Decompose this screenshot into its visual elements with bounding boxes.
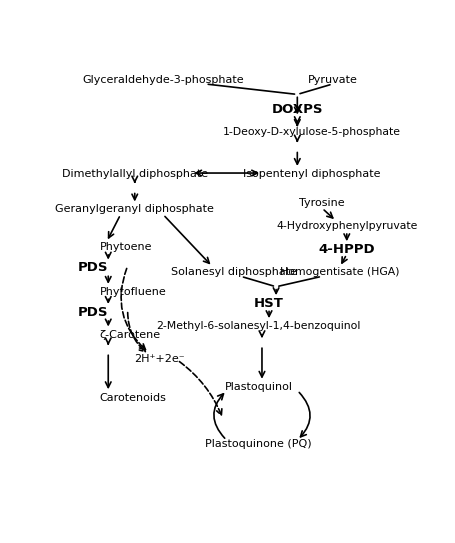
Text: Isopentenyl diphosphate: Isopentenyl diphosphate — [242, 169, 379, 179]
Text: 4-Hydroxyphenylpyruvate: 4-Hydroxyphenylpyruvate — [275, 221, 417, 231]
Text: Dimethylallyl diphosphate: Dimethylallyl diphosphate — [61, 169, 207, 179]
Text: Carotenoids: Carotenoids — [99, 393, 166, 402]
Text: Plastoquinol: Plastoquinol — [224, 382, 292, 392]
Text: Solanesyl diphosphate: Solanesyl diphosphate — [170, 267, 296, 277]
Text: Phytofluene: Phytofluene — [99, 287, 166, 297]
Text: Glyceraldehyde-3-phosphate: Glyceraldehyde-3-phosphate — [82, 75, 243, 85]
Text: Tyrosine: Tyrosine — [298, 198, 344, 208]
Text: HST: HST — [253, 297, 283, 310]
Text: 2H⁺+2e⁻: 2H⁺+2e⁻ — [134, 353, 184, 364]
Text: 4-HPPD: 4-HPPD — [318, 243, 374, 256]
Text: Homogentisate (HGA): Homogentisate (HGA) — [279, 267, 399, 277]
Text: Geranylgeranyl diphosphate: Geranylgeranyl diphosphate — [55, 204, 214, 214]
Text: PDS: PDS — [78, 306, 108, 319]
Text: 1-Deoxy-D-xylulose-5-phosphate: 1-Deoxy-D-xylulose-5-phosphate — [222, 127, 399, 137]
Text: 2-Methyl-6-solanesyl-1,4-benzoquinol: 2-Methyl-6-solanesyl-1,4-benzoquinol — [156, 321, 360, 331]
Text: PDS: PDS — [78, 261, 108, 274]
Text: DOXPS: DOXPS — [271, 103, 322, 116]
Text: ζ-Carotene: ζ-Carotene — [99, 330, 160, 340]
Text: Phytoene: Phytoene — [99, 242, 152, 252]
Text: Plastoquinone (PQ): Plastoquinone (PQ) — [205, 439, 311, 449]
Text: Pyruvate: Pyruvate — [307, 75, 357, 85]
